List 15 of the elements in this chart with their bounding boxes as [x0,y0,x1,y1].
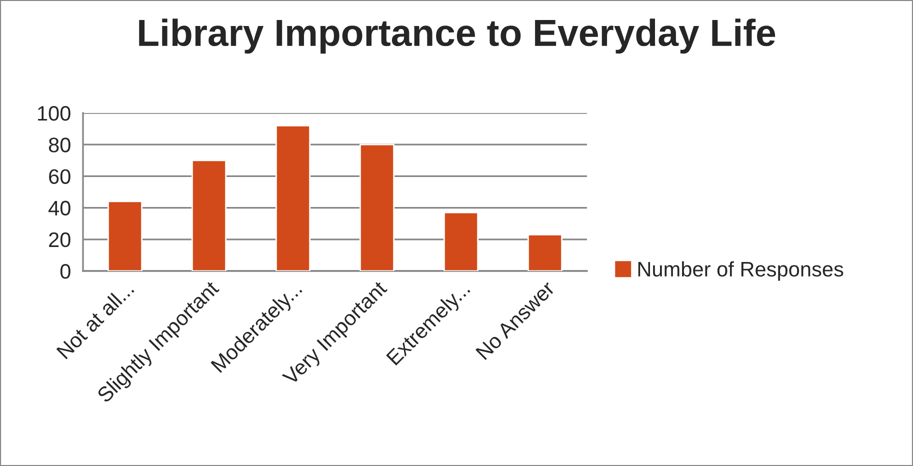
y-tick-label: 40 [48,200,70,216]
bar [528,234,562,271]
chart-title: Library Importance to Everyday Life [139,18,776,54]
y-tick-label: 80 [48,138,70,152]
bar [444,212,478,271]
y-tick-label: 100 [38,106,70,121]
bar [192,160,226,271]
legend-label: Number of Responses [638,261,844,281]
x-tick-label: Not at all... [56,280,134,360]
bar [108,200,142,271]
bar [360,144,394,271]
bar [276,124,310,271]
y-tick-label: 20 [49,232,70,248]
y-tick-label: 0 [60,264,70,279]
y-tick-label: 60 [49,169,70,184]
